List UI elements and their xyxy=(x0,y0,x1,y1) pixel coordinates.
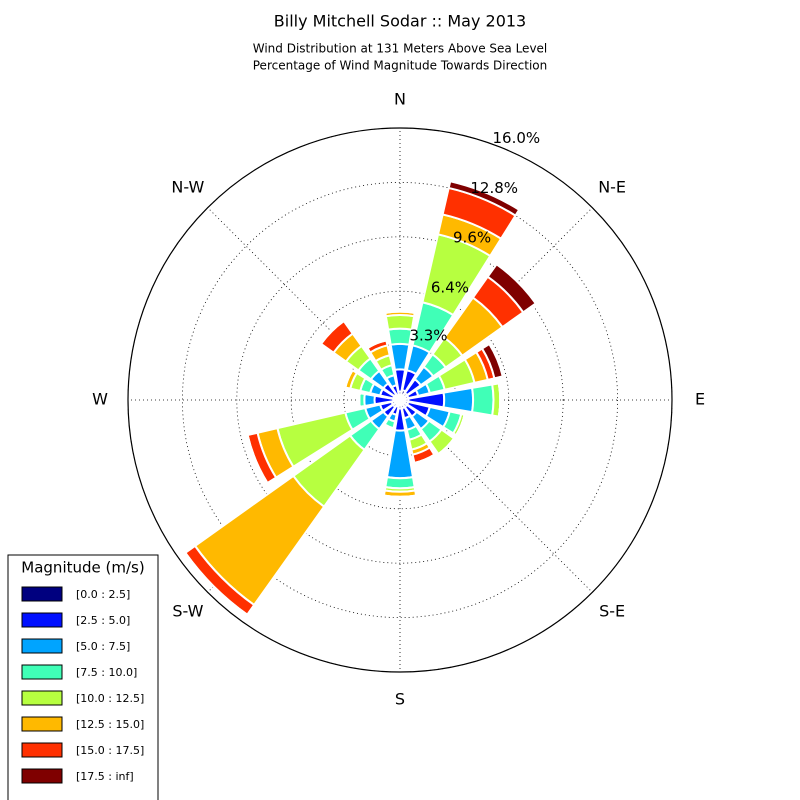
bar-segment xyxy=(366,339,387,349)
grid-spoke xyxy=(207,207,401,401)
grid-circle xyxy=(290,290,510,510)
bar-segment xyxy=(497,383,502,417)
bar-segment xyxy=(383,425,394,431)
bar-segment xyxy=(363,392,377,408)
direction-label: S xyxy=(395,690,405,709)
legend-swatch xyxy=(21,742,63,758)
direction-label: N xyxy=(394,90,406,109)
r-tick-label: 3.3% xyxy=(409,326,447,344)
bar-segment xyxy=(442,386,475,414)
legend-swatch xyxy=(21,638,63,654)
bar-segment xyxy=(386,327,414,346)
grid-circle xyxy=(181,181,619,619)
bar-segment xyxy=(358,393,361,407)
legend-swatch xyxy=(21,664,63,680)
r-tick-label: 6.4% xyxy=(431,278,469,296)
polar-frame xyxy=(127,127,673,673)
legend-swatch xyxy=(21,690,63,706)
direction-label: S-E xyxy=(599,602,625,621)
direction-label: E xyxy=(695,390,705,409)
bar-segment xyxy=(480,342,504,380)
legend-label: [2.5 : 5.0] xyxy=(76,614,130,627)
bar-segment xyxy=(389,342,411,371)
legend-title: Magnitude (m/s) xyxy=(21,559,144,577)
chart-subtitle: Wind Distribution at 131 Meters Above Se… xyxy=(253,42,548,56)
bar-segment xyxy=(184,552,248,616)
bar-segment xyxy=(437,437,455,455)
legend-label: [12.5 : 15.0] xyxy=(76,718,144,731)
legend-swatch xyxy=(21,716,63,732)
bar-segment xyxy=(383,494,417,498)
direction-label: N-E xyxy=(598,177,626,196)
direction-label: W xyxy=(92,390,108,409)
r-tick-label: 12.8% xyxy=(470,179,518,197)
grid-spoke xyxy=(399,399,593,593)
bar-segment xyxy=(486,262,538,314)
bar-segment xyxy=(384,475,416,490)
bar-segment xyxy=(344,369,354,388)
direction-label: N-W xyxy=(171,177,204,196)
chart-subtitle: Percentage of Wind Magnitude Towards Dir… xyxy=(253,59,547,73)
r-tick-label: 16.0% xyxy=(492,129,540,147)
legend-label: [17.5 : inf] xyxy=(76,770,134,783)
chart-title: Billy Mitchell Sodar :: May 2013 xyxy=(274,12,526,31)
bar-segment xyxy=(447,180,521,217)
grid-circle xyxy=(236,236,564,564)
legend-label: [7.5 : 10.0] xyxy=(76,666,137,679)
legend-swatch xyxy=(21,586,63,602)
legend-label: [5.0 : 7.5] xyxy=(76,640,130,653)
bar-segment xyxy=(320,320,345,345)
legend-swatch xyxy=(21,768,63,784)
legend-label: [0.0 : 2.5] xyxy=(76,588,130,601)
legend-swatch xyxy=(21,612,63,628)
bar-segment xyxy=(470,383,495,417)
r-tick-label: 9.6% xyxy=(453,229,491,247)
legend-label: [10.0 : 12.5] xyxy=(76,692,144,705)
legend-label: [15.0 : 17.5] xyxy=(76,744,144,757)
direction-label: S-W xyxy=(172,602,203,621)
